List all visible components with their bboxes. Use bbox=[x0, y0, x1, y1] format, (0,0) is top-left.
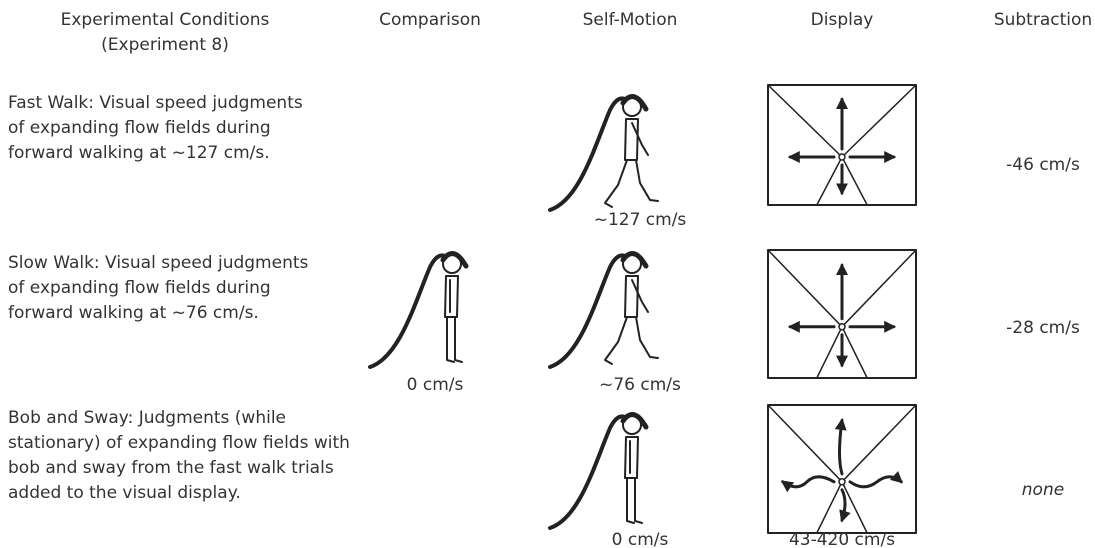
subtraction: none bbox=[1022, 480, 1064, 500]
leg bbox=[454, 316, 463, 363]
torso bbox=[624, 118, 639, 161]
header: Display bbox=[811, 10, 874, 30]
display-label: 43-420 cm/s bbox=[789, 530, 895, 548]
focus bbox=[838, 323, 846, 331]
flow-display bbox=[767, 84, 917, 206]
description-line: added to the visual display. bbox=[8, 483, 241, 503]
headset bbox=[620, 412, 649, 430]
subtraction: -46 cm/s bbox=[1006, 155, 1080, 175]
description-line: of expanding flow fields during bbox=[8, 278, 271, 298]
flow-arrow bbox=[839, 488, 851, 523]
arm bbox=[631, 122, 649, 156]
leg bbox=[635, 159, 659, 202]
display-frame bbox=[767, 249, 917, 379]
description-line: bob and sway from the fast walk trials bbox=[8, 458, 334, 478]
cable bbox=[548, 414, 627, 530]
header: Self-Motion bbox=[583, 10, 678, 30]
display-frame bbox=[767, 84, 917, 206]
torso bbox=[444, 275, 459, 318]
flow-display bbox=[767, 249, 917, 379]
description-line: forward walking at ~127 cm/s. bbox=[8, 143, 270, 163]
torso bbox=[624, 275, 639, 318]
person bbox=[548, 94, 659, 212]
leg bbox=[634, 477, 643, 524]
header: Subtraction bbox=[994, 10, 1092, 30]
headset bbox=[440, 251, 469, 269]
description-line: Bob and Sway: Judgments (while bbox=[8, 408, 286, 428]
description-line: Slow Walk: Visual speed judgments bbox=[8, 253, 309, 273]
cable bbox=[368, 253, 447, 369]
flow-arrow bbox=[780, 475, 836, 493]
person bbox=[548, 412, 649, 530]
person bbox=[368, 251, 469, 369]
cable bbox=[548, 253, 627, 369]
cable bbox=[548, 96, 627, 212]
header: (Experiment 8) bbox=[101, 35, 229, 55]
description-line: of expanding flow fields during bbox=[8, 118, 271, 138]
leg bbox=[635, 316, 659, 359]
speed-label: ~76 cm/s bbox=[599, 375, 681, 395]
description-line: stationary) of expanding flow fields wit… bbox=[8, 433, 350, 453]
speed-label: 0 cm/s bbox=[612, 530, 669, 548]
header: Experimental Conditions bbox=[61, 10, 270, 30]
person bbox=[548, 251, 659, 369]
torso bbox=[624, 436, 639, 479]
subtraction: -28 cm/s bbox=[1006, 318, 1080, 338]
headset bbox=[620, 94, 649, 112]
header: Comparison bbox=[379, 10, 481, 30]
focus bbox=[838, 478, 846, 486]
speed-label: ~127 cm/s bbox=[594, 210, 687, 230]
leg bbox=[446, 316, 455, 363]
speed-label: 0 cm/s bbox=[407, 375, 464, 395]
focus bbox=[838, 153, 846, 161]
leg bbox=[604, 316, 628, 365]
headset bbox=[620, 251, 649, 269]
flow-arrow bbox=[848, 470, 903, 489]
display-frame bbox=[767, 404, 917, 534]
arm bbox=[631, 279, 649, 313]
flow-arrow bbox=[834, 417, 847, 476]
flow-display bbox=[767, 404, 917, 534]
description-line: Fast Walk: Visual speed judgments bbox=[8, 93, 303, 113]
description-line: forward walking at ~76 cm/s. bbox=[8, 303, 259, 323]
leg bbox=[604, 159, 628, 208]
leg bbox=[626, 477, 635, 524]
